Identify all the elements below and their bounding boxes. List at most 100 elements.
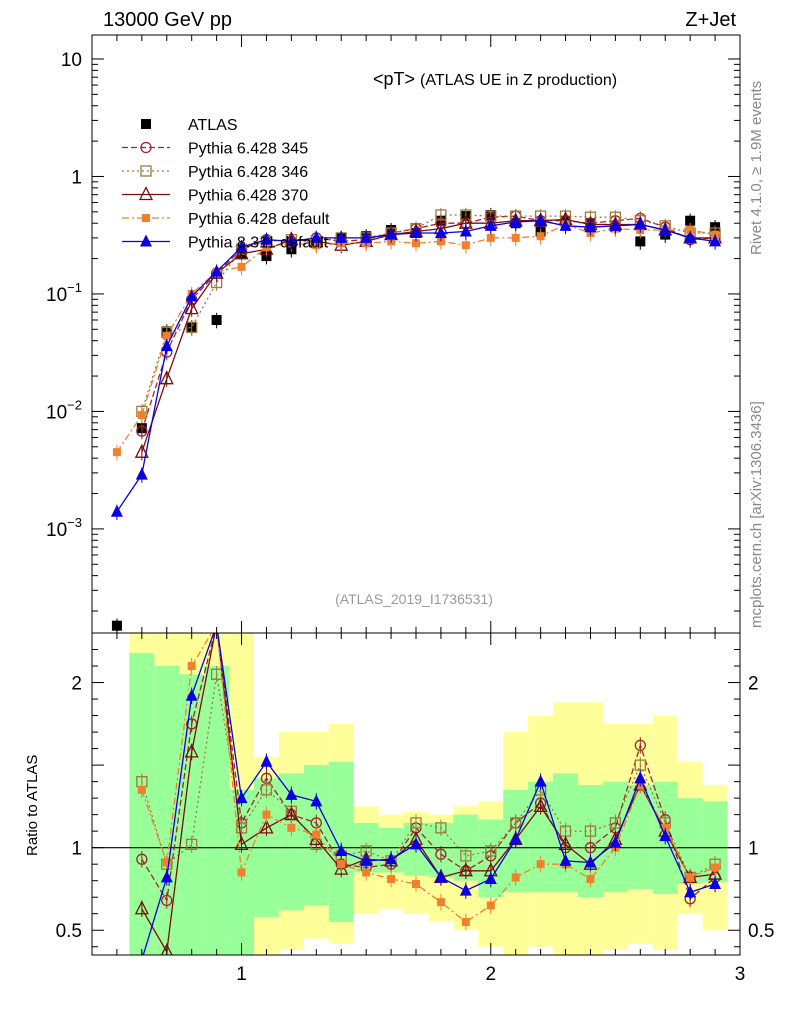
data-point — [461, 241, 470, 250]
data-point — [136, 425, 148, 437]
legend-item: Pythia 8.311 default — [122, 234, 329, 252]
data-point — [335, 230, 348, 243]
data-point — [709, 876, 722, 889]
ratio-y-tick-label: 0.5 — [56, 921, 82, 942]
data-point — [285, 234, 298, 247]
data-point — [584, 855, 597, 868]
data-point — [458, 862, 473, 877]
data-point — [412, 879, 420, 888]
data-point — [260, 754, 273, 767]
data-point — [285, 787, 298, 800]
data-point — [237, 262, 246, 271]
legend-label: Pythia 6.428 default — [188, 211, 330, 228]
ratio-series-line — [142, 633, 716, 955]
data-point — [436, 237, 445, 246]
data-point — [162, 858, 171, 867]
data-point — [184, 743, 199, 758]
y-tick-label: 1 — [71, 167, 82, 188]
data-point — [609, 218, 622, 231]
data-point — [486, 233, 495, 242]
ratio-y-axis-label: Ratio to ATLAS — [24, 755, 41, 856]
data-point — [533, 797, 548, 813]
data-point — [210, 264, 223, 277]
y-tick-label: 10−2 — [46, 397, 82, 423]
legend-label: Pythia 6.428 345 — [188, 141, 308, 158]
main-series-0 — [111, 207, 721, 633]
data-point — [335, 843, 348, 856]
legend: ATLAS Pythia 6.428 345 Pythia 6.428 346 Pyt… — [122, 117, 330, 252]
x-tick-label: 3 — [735, 964, 746, 985]
main-series-4 — [112, 217, 720, 461]
data-point — [387, 875, 396, 884]
data-point — [684, 885, 697, 898]
ratio-series-line — [141, 633, 716, 923]
data-point — [436, 898, 445, 907]
data-point — [237, 868, 246, 877]
ratio-series-4 — [140, 633, 722, 955]
data-point — [161, 894, 173, 907]
data-point — [711, 863, 720, 872]
data-point — [259, 819, 274, 834]
data-point — [435, 209, 447, 221]
main-series-line — [141, 215, 716, 432]
legend-item: Pythia 6.428 346 — [122, 164, 308, 181]
data-point — [609, 835, 622, 848]
data-point — [410, 837, 422, 850]
data-point — [659, 223, 672, 236]
data-point — [187, 662, 196, 671]
data-point — [435, 848, 447, 860]
data-point — [709, 234, 722, 247]
data-point — [434, 870, 447, 883]
ratio-y-tick-label-right: 1 — [748, 839, 759, 860]
data-point — [136, 853, 148, 865]
data-point — [160, 870, 173, 883]
data-point — [686, 873, 695, 882]
chart-title-suffix: (ATLAS UE in Z production) — [420, 72, 617, 89]
data-point — [137, 785, 146, 794]
data-point — [385, 227, 398, 240]
data-point — [412, 239, 420, 248]
data-point — [586, 875, 595, 884]
rivet-version-label: Rivet 4.1.0, ≥ 1.9M events — [748, 81, 765, 255]
analysis-tag: (ATLAS_2019_I1736531) — [335, 591, 493, 607]
data-point — [459, 224, 472, 237]
data-point — [685, 215, 696, 226]
data-point — [235, 240, 248, 253]
data-point — [486, 901, 495, 910]
chart-title: <pT> — [373, 69, 415, 89]
data-point — [686, 226, 695, 235]
data-point — [559, 218, 572, 231]
data-point — [558, 835, 573, 851]
legend-item: Pythia 6.428 370 — [122, 186, 308, 205]
data-point — [385, 852, 398, 865]
data-point — [310, 230, 323, 243]
data-point — [134, 443, 149, 458]
main-series-line — [141, 214, 716, 412]
data-point — [185, 688, 198, 701]
legend-item: Pythia 6.428 345 — [122, 141, 308, 158]
data-point — [112, 448, 121, 457]
data-point — [584, 842, 597, 854]
data-point — [534, 213, 547, 226]
data-point — [634, 771, 647, 784]
legend-marker — [140, 141, 152, 154]
data-point — [609, 817, 622, 829]
legend-label: Pythia 6.428 370 — [188, 188, 308, 205]
data-point — [110, 504, 123, 517]
data-point — [137, 411, 146, 420]
data-point — [160, 943, 173, 955]
legend-item: ATLAS — [141, 117, 238, 134]
legend-item: Pythia 6.428 default — [122, 211, 330, 228]
data-point — [186, 321, 198, 333]
uncertainty-band-inner — [328, 761, 354, 922]
data-point — [159, 370, 174, 385]
y-tick-label: 10−1 — [46, 280, 82, 306]
data-point — [185, 289, 198, 302]
data-point — [634, 217, 647, 230]
ratio-panel: 2 2 1 1 0.5 0.5 1 2 3 Ratio to ATLAS — [24, 632, 774, 985]
data-point — [434, 226, 447, 239]
data-point — [262, 810, 271, 819]
data-point — [536, 232, 545, 241]
data-point — [184, 300, 199, 315]
